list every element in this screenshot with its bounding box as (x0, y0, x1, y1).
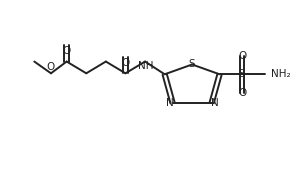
Text: N: N (211, 98, 219, 108)
Text: O: O (47, 62, 55, 72)
Text: NH: NH (138, 61, 154, 71)
Text: S: S (239, 69, 246, 79)
Text: O: O (238, 88, 246, 98)
Text: S: S (189, 59, 195, 70)
Text: O: O (62, 46, 71, 56)
Text: N: N (166, 98, 173, 108)
Text: O: O (121, 58, 130, 68)
Text: NH₂: NH₂ (270, 69, 290, 79)
Text: O: O (238, 51, 246, 61)
